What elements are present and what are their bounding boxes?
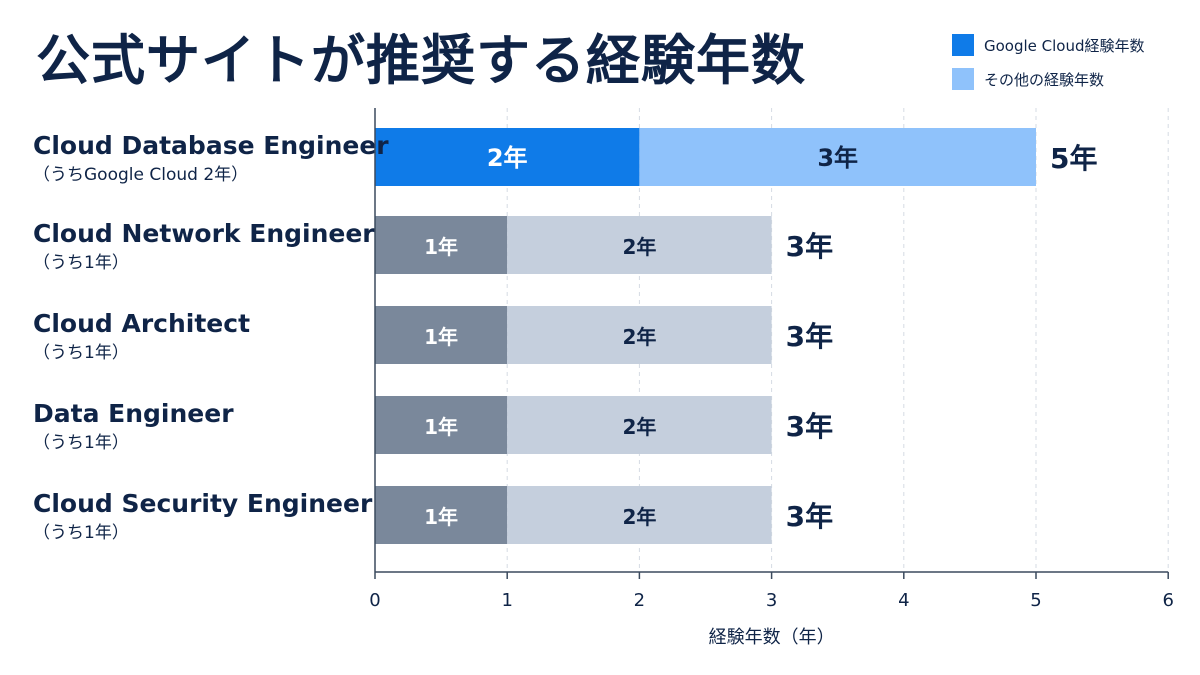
x-tick-label: 2 bbox=[634, 590, 645, 611]
bar-segment-google bbox=[375, 128, 640, 186]
legend-item-google: Google Cloud経験年数 bbox=[952, 28, 1145, 62]
page-title: 公式サイトが推奨する経験年数 bbox=[36, 29, 806, 92]
bar-total-label: 3年 bbox=[786, 320, 833, 353]
x-tick-label: 5 bbox=[1030, 590, 1041, 611]
category-sublabel: （うち1年） bbox=[33, 523, 129, 543]
bar-total-label: 3年 bbox=[786, 410, 833, 443]
bar-total-label: 5年 bbox=[1050, 142, 1097, 175]
legend-swatch-google bbox=[952, 34, 974, 56]
x-axis-title: 経験年数（年） bbox=[709, 627, 835, 648]
bar-label-google: 2年 bbox=[487, 144, 528, 172]
bar-segment-google bbox=[375, 216, 508, 274]
x-tick-label: 4 bbox=[898, 590, 909, 611]
category-sublabel: （うちGoogle Cloud 2年） bbox=[33, 165, 248, 185]
bar-segment-other bbox=[639, 128, 1036, 186]
category-label: Cloud Architect bbox=[33, 309, 250, 338]
legend: Google Cloud経験年数 その他の経験年数 bbox=[952, 28, 1145, 96]
category-sublabel: （うち1年） bbox=[33, 433, 129, 453]
bar-segment-google bbox=[375, 306, 508, 364]
legend-item-other: その他の経験年数 bbox=[952, 62, 1145, 96]
category-label: Data Engineer bbox=[33, 399, 234, 428]
bar-label-other: 2年 bbox=[622, 415, 656, 439]
bar-segment-google bbox=[375, 486, 508, 544]
x-tick-label: 3 bbox=[766, 590, 777, 611]
bar-label-google: 1年 bbox=[424, 235, 458, 259]
category-label: Cloud Security Engineer bbox=[33, 489, 373, 518]
bar-label-other: 2年 bbox=[622, 325, 656, 349]
bar-segment-other bbox=[507, 396, 772, 454]
bar-label-google: 1年 bbox=[424, 325, 458, 349]
x-tick-label: 6 bbox=[1162, 590, 1173, 611]
bar-label-google: 1年 bbox=[424, 505, 458, 529]
x-tick-label: 0 bbox=[369, 590, 380, 611]
bar-total-label: 3年 bbox=[786, 230, 833, 263]
bar-segment-google bbox=[375, 396, 508, 454]
category-label: Cloud Database Engineer bbox=[33, 131, 389, 160]
category-sublabel: （うち1年） bbox=[33, 343, 129, 363]
legend-label-other: その他の経験年数 bbox=[984, 70, 1105, 89]
category-sublabel: （うち1年） bbox=[33, 253, 129, 273]
bar-segment-other bbox=[507, 486, 772, 544]
bar-label-other: 2年 bbox=[622, 235, 656, 259]
bar-total-label: 3年 bbox=[786, 500, 833, 533]
legend-swatch-other bbox=[952, 68, 974, 90]
bar-segment-other bbox=[507, 216, 772, 274]
bar-label-other: 3年 bbox=[817, 144, 858, 172]
bar-label-other: 2年 bbox=[622, 505, 656, 529]
legend-label-google: Google Cloud経験年数 bbox=[984, 36, 1145, 55]
bar-label-google: 1年 bbox=[424, 415, 458, 439]
category-label: Cloud Network Engineer bbox=[33, 219, 375, 248]
bar-segment-other bbox=[507, 306, 772, 364]
x-tick-label: 1 bbox=[501, 590, 512, 611]
